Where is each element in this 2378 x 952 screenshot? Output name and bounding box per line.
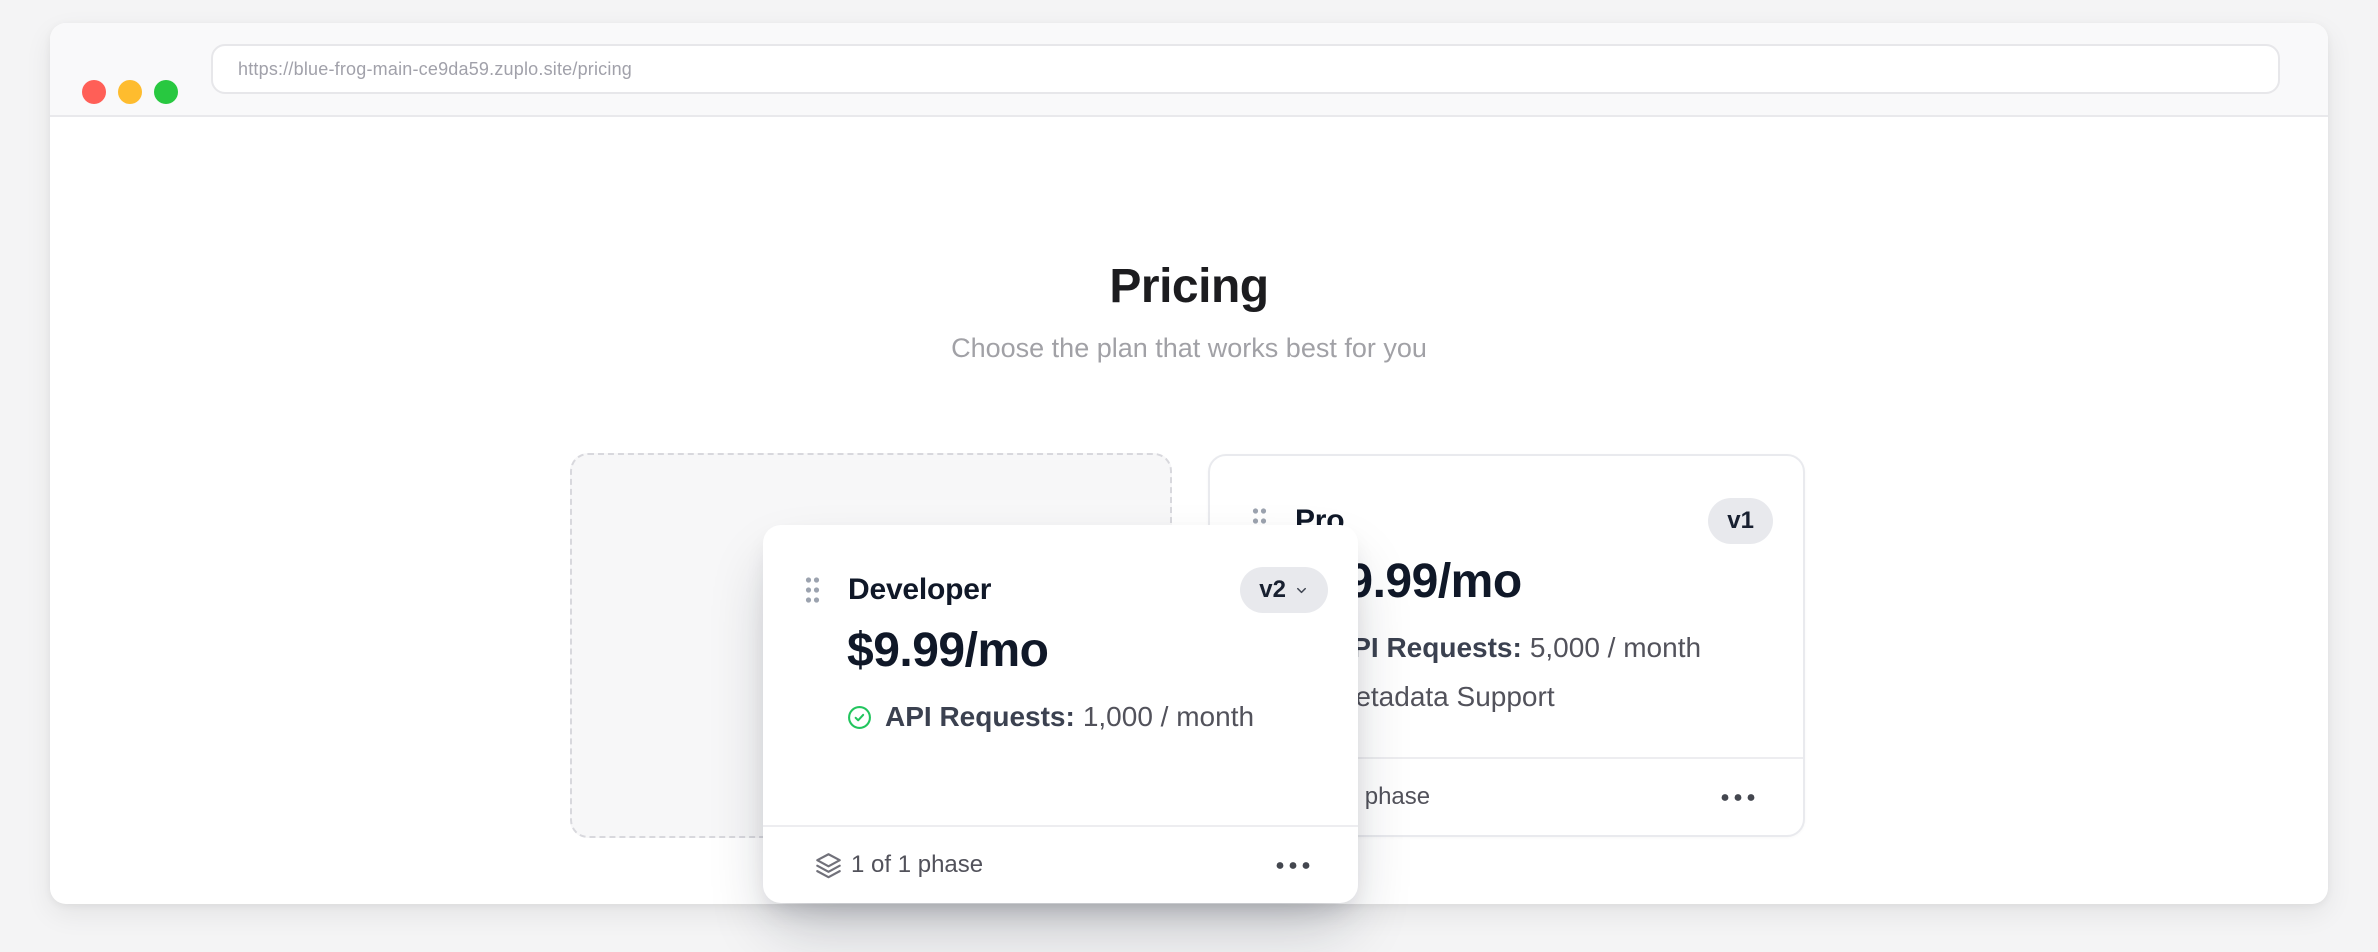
zoom-window-button[interactable]: [154, 80, 178, 104]
chevron-down-icon: [1294, 583, 1309, 598]
phase-summary: 1 of 1 phase: [851, 851, 984, 878]
feature-text: Metadata Support: [1332, 681, 1555, 712]
feature-text: API Requests: 1,000 / month: [885, 701, 1255, 732]
page-subtitle: Choose the plan that works best for you: [951, 333, 1427, 363]
developer-card-footer: 1 of 1 phase: [763, 825, 1358, 903]
plan-price: $29.99/mo: [1294, 555, 1522, 608]
window-controls: [82, 80, 178, 104]
feature-item: Metadata Support: [1294, 681, 1773, 713]
page-title: Pricing: [1109, 260, 1269, 314]
feature-text: API Requests: 5,000 / month: [1332, 632, 1702, 663]
developer-card-header: Developer v2: [763, 525, 1358, 613]
url-bar[interactable]: https://blue-frog-main-ce9da59.zuplo.sit…: [211, 44, 2280, 94]
version-label: v1: [1727, 507, 1754, 534]
browser-toolbar: https://blue-frog-main-ce9da59.zuplo.sit…: [50, 23, 2328, 117]
version-dropdown[interactable]: v2: [1240, 567, 1328, 613]
layers-icon: [815, 852, 842, 879]
url-text: https://blue-frog-main-ce9da59.zuplo.sit…: [238, 58, 633, 79]
drag-handle-icon[interactable]: [805, 576, 820, 604]
feature-list: API Requests: 1,000 / month: [763, 701, 1358, 733]
version-badge: v1: [1708, 498, 1773, 544]
plan-name: Developer: [848, 573, 992, 606]
developer-plan-card-dragging[interactable]: Developer v2 $9.99/mo API Requests: 1,000…: [763, 525, 1358, 903]
feature-list: API Requests: 5,000 / month Metadata Supp…: [1210, 632, 1803, 713]
more-options-button[interactable]: [1717, 789, 1759, 806]
plan-price: $9.99/mo: [847, 624, 1049, 677]
browser-window: https://blue-frog-main-ce9da59.zuplo.sit…: [50, 23, 2328, 904]
version-label: v2: [1259, 576, 1286, 603]
close-window-button[interactable]: [82, 80, 106, 104]
feature-item: API Requests: 1,000 / month: [847, 701, 1328, 733]
minimize-window-button[interactable]: [118, 80, 142, 104]
check-circle-icon: [847, 705, 872, 730]
more-options-button[interactable]: [1272, 857, 1314, 874]
feature-item: API Requests: 5,000 / month: [1294, 632, 1773, 664]
